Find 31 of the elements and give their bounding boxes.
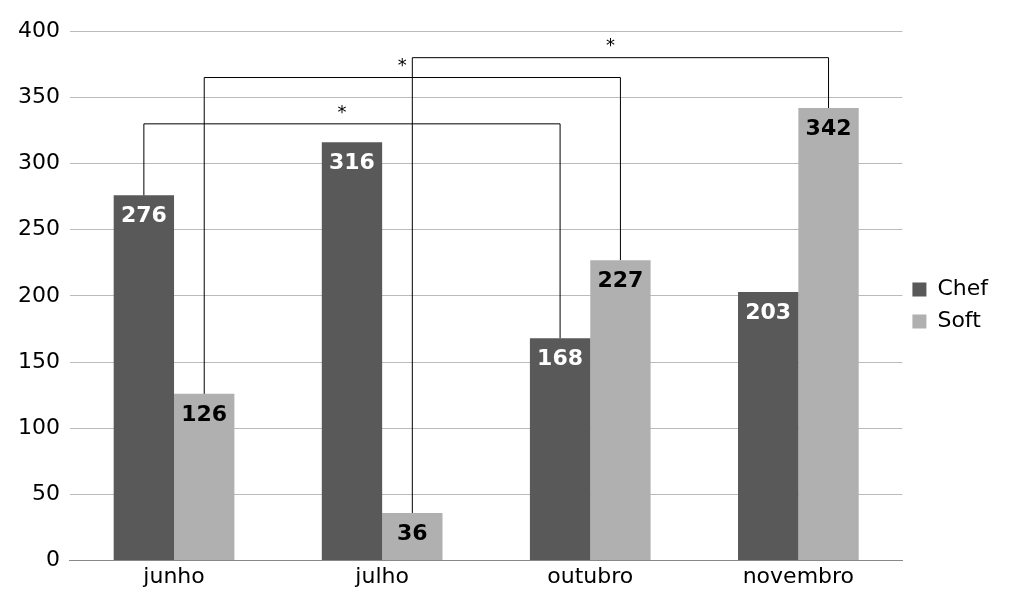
- legend-label: Soft: [937, 307, 982, 333]
- x-tick-label: junho: [142, 562, 205, 588]
- y-tick-label: 200: [17, 281, 60, 307]
- annotation: *: [605, 34, 615, 56]
- data-label: 168: [537, 344, 584, 370]
- x-tick-label: novembro: [742, 562, 855, 588]
- data-label: 126: [181, 400, 228, 426]
- bar: [113, 195, 175, 561]
- y-tick-label: 100: [17, 413, 60, 439]
- y-tick-label: 150: [17, 347, 60, 373]
- data-label: 36: [397, 519, 428, 545]
- x-tick-label: outubro: [547, 562, 634, 588]
- bar: [529, 338, 591, 561]
- data-label: 276: [120, 202, 167, 228]
- bar: [321, 142, 383, 561]
- y-tick-label: 350: [17, 83, 60, 109]
- data-label: 203: [745, 298, 792, 324]
- y-tick-label: 250: [17, 215, 60, 241]
- y-tick-label: 400: [17, 16, 60, 42]
- bar: [738, 291, 799, 561]
- annotation: *: [397, 54, 407, 76]
- data-label: 342: [805, 114, 852, 140]
- x-tick-label: julho: [354, 562, 409, 588]
- y-tick-label: 0: [45, 546, 60, 572]
- bar: [382, 512, 443, 561]
- annotation: *: [337, 100, 347, 122]
- y-tick-label: 300: [17, 149, 60, 175]
- data-label: 316: [329, 149, 375, 175]
- legend-label: Chef: [937, 275, 990, 301]
- data-label: 227: [597, 266, 644, 292]
- y-tick-label: 50: [31, 480, 60, 506]
